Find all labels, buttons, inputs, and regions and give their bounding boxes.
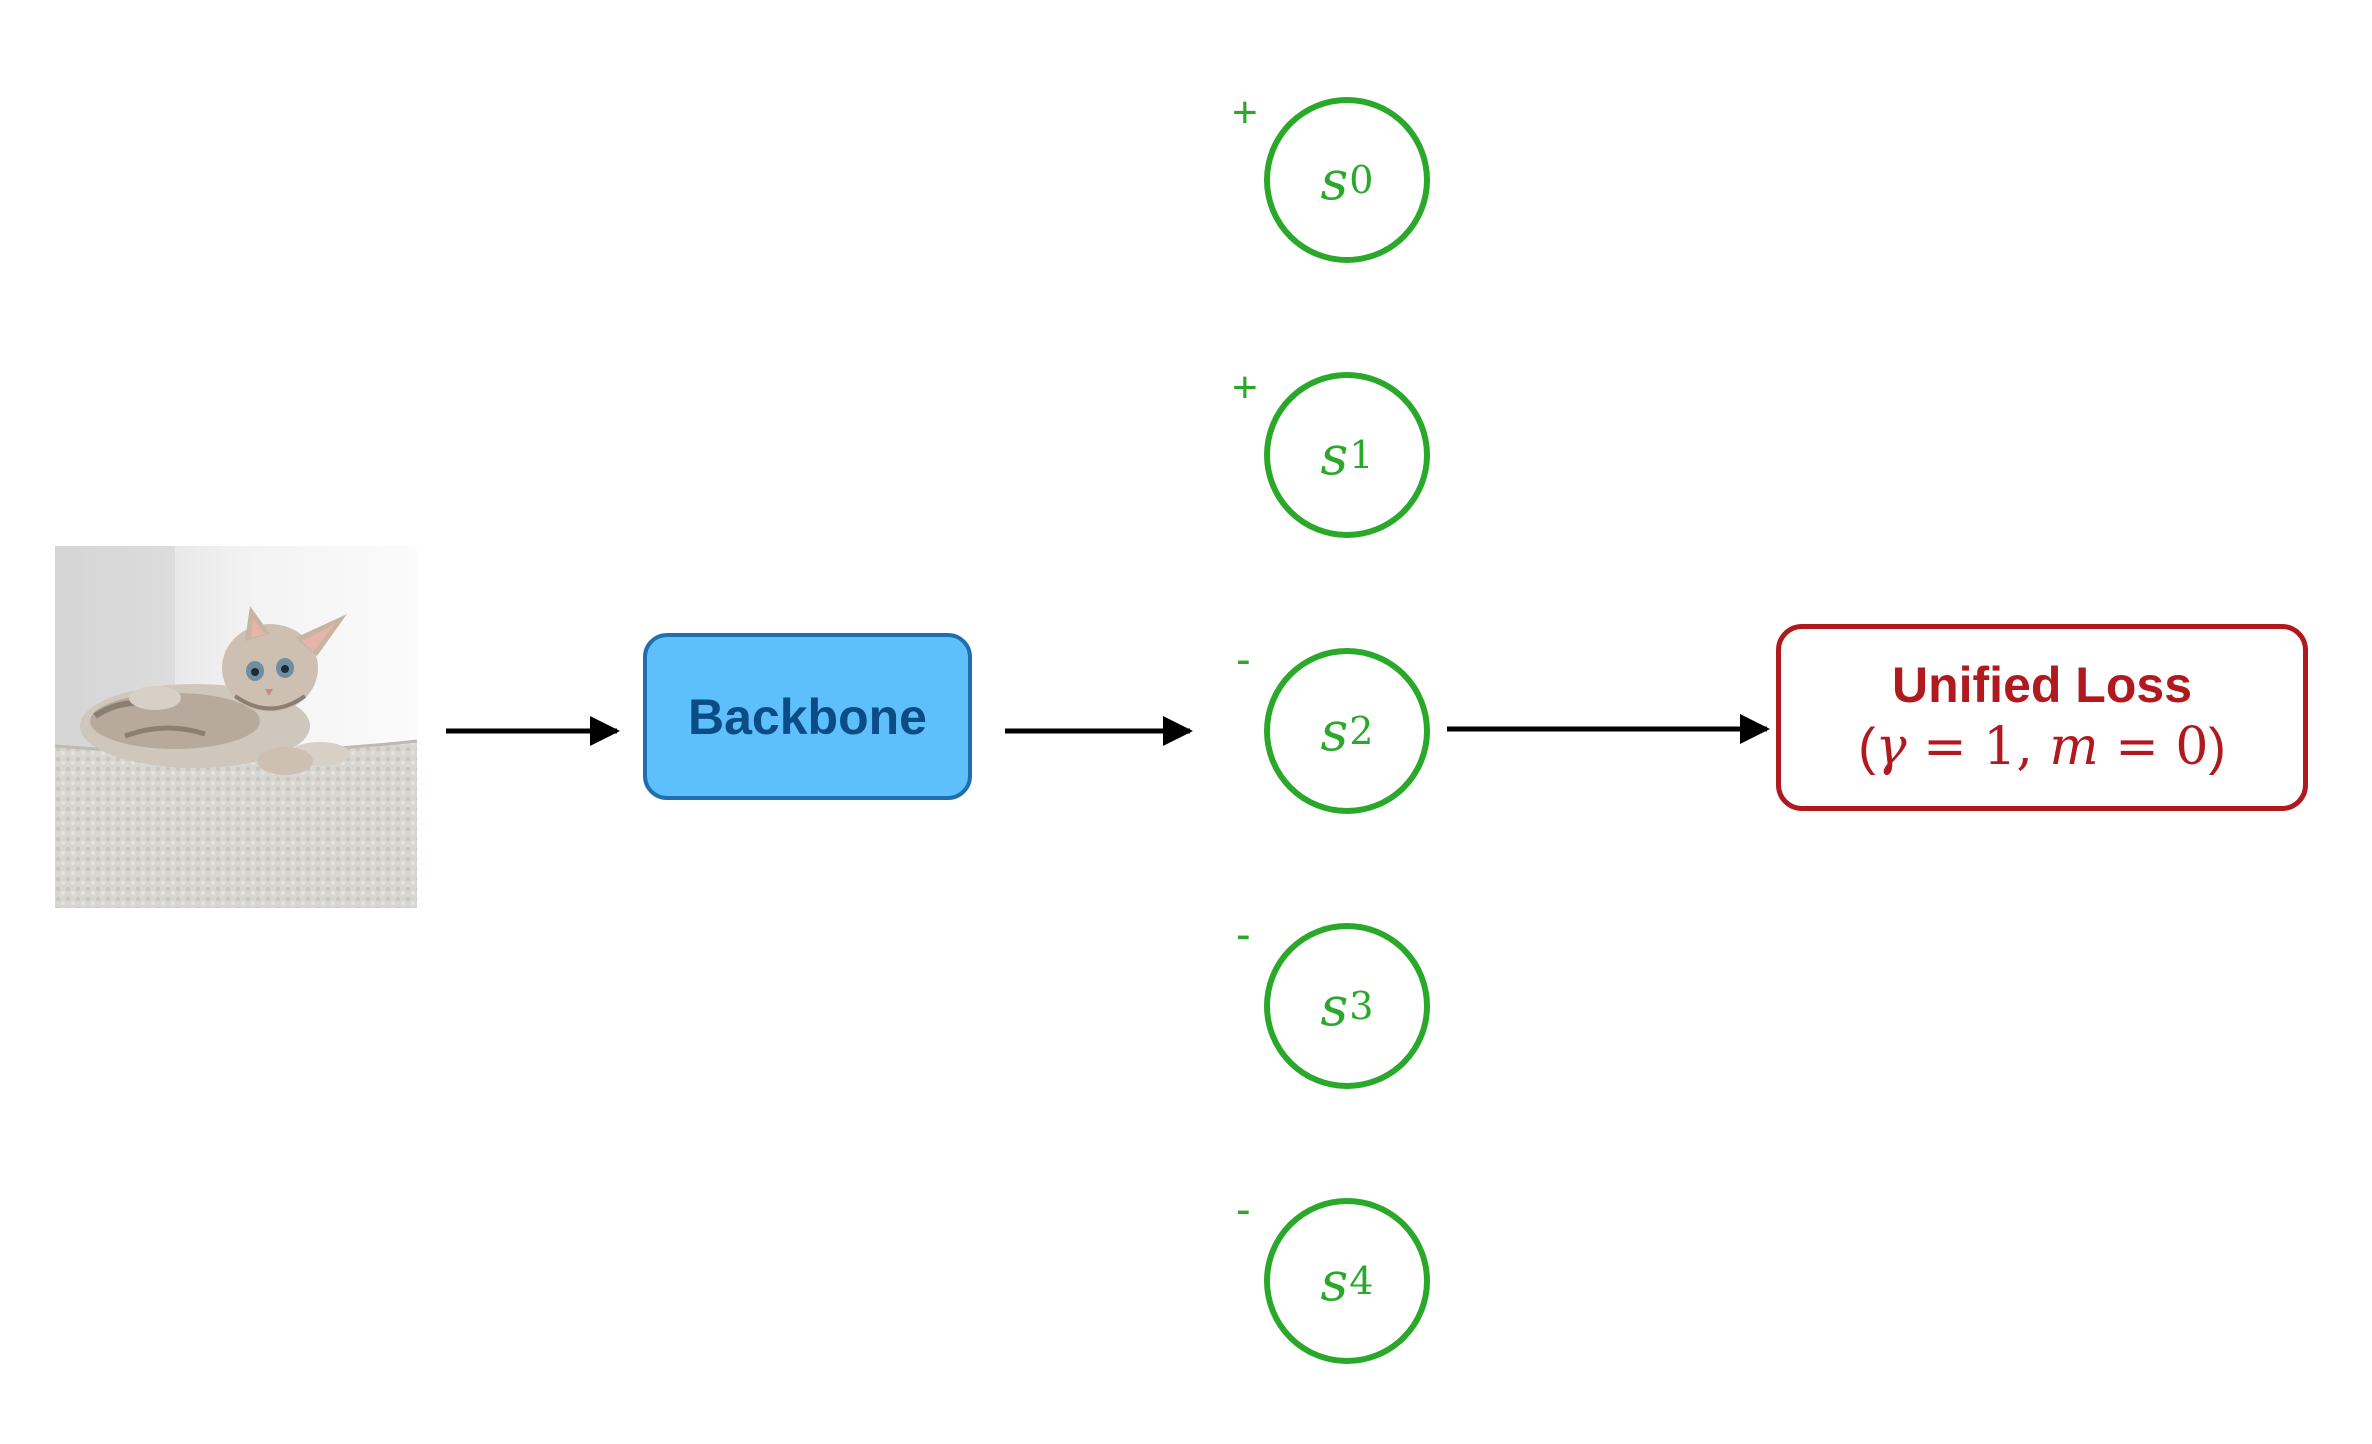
sign-positive-0: +: [1232, 88, 1258, 137]
input-image-kitten: [55, 546, 417, 908]
unified-loss-block: Unified Loss (γ = 1, m = 0): [1776, 624, 2308, 811]
sign-negative-4: -: [1236, 1185, 1251, 1234]
sign-negative-2: -: [1236, 635, 1251, 684]
backbone-block: Backbone: [643, 633, 972, 800]
backbone-label: Backbone: [688, 688, 927, 745]
sign-negative-3: -: [1236, 910, 1251, 959]
loss-title: Unified Loss: [1891, 657, 2193, 713]
kitten-photo: [55, 546, 417, 908]
sign-positive-1: +: [1232, 363, 1258, 412]
loss-formula: (γ = 1, m = 0): [1858, 717, 2226, 777]
